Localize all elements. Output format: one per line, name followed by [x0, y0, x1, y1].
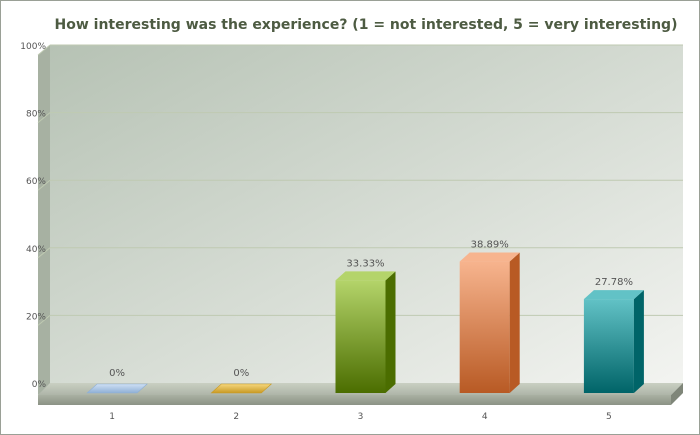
data-label: 0% — [233, 368, 249, 379]
bar-front — [583, 299, 634, 393]
x-axis-ticks: 1 2 3 4 5 — [109, 412, 612, 422]
y-tick-label: 0% — [32, 380, 47, 390]
bar-side — [385, 271, 396, 393]
bar: 27.78% — [583, 277, 644, 393]
x-tick-label: 3 — [358, 412, 364, 422]
y-tick-label: 80% — [26, 110, 46, 120]
bar-top — [583, 290, 644, 300]
bar: 0% — [210, 368, 273, 394]
y-tick-label: 100% — [20, 42, 46, 52]
gridline-wall — [37, 44, 51, 56]
bar-top — [86, 383, 148, 394]
bar-side — [509, 252, 520, 393]
gridline-wall — [37, 315, 51, 326]
floor-front — [38, 395, 671, 405]
y-tick-label: 40% — [26, 245, 46, 255]
x-tick-label: 5 — [606, 412, 612, 422]
plot-background — [50, 45, 683, 385]
y-tick-label: 20% — [26, 312, 46, 322]
bar-top — [335, 271, 396, 281]
gridline-wall — [37, 179, 51, 191]
x-tick-label: 2 — [233, 412, 239, 422]
bar: 0% — [86, 368, 148, 394]
bar-side — [633, 290, 644, 393]
bar-front — [335, 280, 386, 393]
bar-top — [459, 252, 520, 262]
gridline-wall — [37, 112, 51, 123]
chart-title: How interesting was the experience? (1 =… — [55, 17, 678, 33]
bar: 33.33% — [335, 258, 396, 393]
data-label: 0% — [109, 368, 125, 379]
bars: 0% 0% 33.33% 38.89% 27.78% — [86, 240, 644, 394]
x-tick-label: 1 — [109, 412, 115, 422]
data-label: 33.33% — [346, 258, 384, 269]
floor-side — [671, 383, 683, 405]
bar-front — [459, 261, 510, 393]
data-label: 27.78% — [595, 277, 633, 288]
plot-left-wall — [38, 45, 50, 395]
y-axis-ticks: 0% 20% 40% 60% 80% 100% — [20, 42, 46, 390]
gridline-wall — [37, 247, 51, 259]
bar: 38.89% — [459, 240, 520, 393]
y-tick-label: 60% — [26, 177, 46, 187]
data-label: 38.89% — [471, 240, 509, 251]
bar-top — [210, 383, 273, 394]
x-tick-label: 4 — [482, 412, 488, 422]
